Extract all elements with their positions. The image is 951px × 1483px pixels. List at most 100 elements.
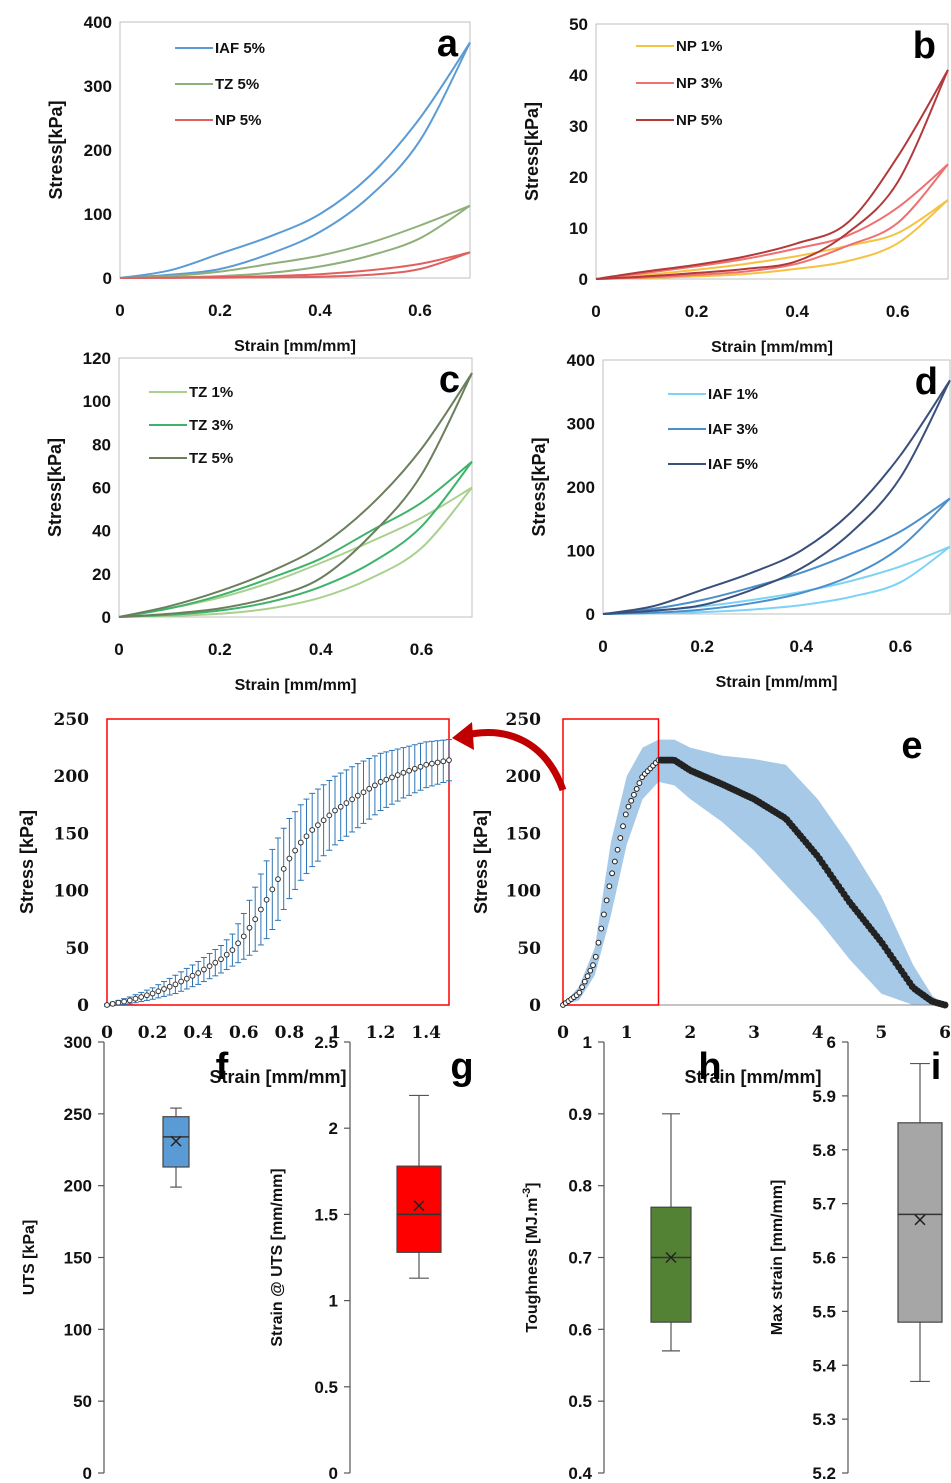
- series-loading-curve: [119, 204, 471, 279]
- x-tick-label: 0.4: [309, 640, 333, 659]
- data-point: [400, 769, 407, 776]
- data-point: [625, 803, 632, 810]
- series-unloading-curve: [119, 204, 471, 279]
- data-point: [617, 835, 624, 841]
- x-tick-label: 0.6: [229, 1023, 259, 1043]
- x-tick-label: 0.4: [183, 1023, 213, 1043]
- plot-frame: [602, 359, 951, 615]
- legend-label: IAF 5%: [708, 456, 758, 473]
- x-tick-label: 0.6: [408, 301, 432, 320]
- series-loading-curve: [119, 41, 471, 279]
- data-point: [326, 812, 333, 819]
- series-unloading-curve: [595, 163, 949, 280]
- y-tick-label: 1: [583, 1033, 592, 1052]
- series-unloading-curve: [118, 460, 473, 618]
- series-unloading-curve: [119, 251, 471, 279]
- panel-i: 5.2 5.3 5.4 5.5 5.6 5.7 5.8 5.9 6 Max strain [mm/…: [769, 1033, 943, 1483]
- data-point: [166, 983, 173, 990]
- x-tick-label: 0.6: [410, 640, 434, 659]
- legend-label: NP 1%: [676, 38, 722, 55]
- y-tick-label: 250: [54, 710, 90, 730]
- y-tick-label: 0.5: [314, 1378, 338, 1397]
- x-tick-label: 2: [684, 1023, 696, 1043]
- y-tick-label: 6: [827, 1033, 836, 1052]
- data-point: [292, 847, 299, 854]
- y-tick-label: 20: [569, 168, 588, 187]
- x-tick-label: 0: [101, 1023, 113, 1043]
- series-loading-curve: [595, 163, 949, 280]
- data-point: [109, 1000, 116, 1007]
- x-tick-label: 1: [329, 1023, 341, 1043]
- y-tick-label: 5.7: [812, 1195, 836, 1214]
- data-point: [212, 959, 219, 966]
- series-loading-curve: [118, 486, 473, 618]
- mean-marker: [413, 1200, 425, 1212]
- data-point: [360, 789, 367, 796]
- series-unloading-curve: [602, 497, 951, 615]
- y-tick-label: 150: [506, 824, 542, 844]
- x-axis-label: Strain [mm/mm]: [235, 677, 357, 694]
- series-loading-curve: [595, 69, 949, 280]
- data-point: [252, 916, 259, 923]
- legend-label: NP 5%: [215, 112, 261, 129]
- data-point: [606, 883, 613, 890]
- data-point: [280, 865, 287, 872]
- panel-label: d: [915, 361, 938, 403]
- data-point: [332, 807, 338, 814]
- data-point: [297, 839, 304, 846]
- data-point: [206, 963, 213, 970]
- data-point: [603, 897, 610, 904]
- data-point: [286, 855, 293, 862]
- y-tick-label: 200: [64, 1177, 92, 1196]
- y-tick-label: 0: [83, 1464, 92, 1483]
- x-tick-label: 0.8: [275, 1023, 305, 1043]
- data-point: [201, 966, 207, 973]
- data-point: [389, 774, 395, 781]
- data-point: [631, 791, 637, 798]
- x-tick-label: 5: [875, 1023, 887, 1043]
- data-point: [611, 858, 618, 865]
- data-point: [584, 973, 591, 980]
- panel-label: g: [450, 1046, 473, 1088]
- y-tick-label: 5.8: [812, 1141, 836, 1160]
- data-point: [354, 792, 361, 799]
- data-point: [235, 940, 242, 947]
- data-point: [303, 833, 310, 840]
- y-tick-label: 40: [569, 66, 588, 85]
- data-point: [155, 988, 162, 995]
- x-tick-label: 0.2: [685, 302, 709, 321]
- data-point: [172, 981, 179, 988]
- y-tick-label: 1.5: [314, 1205, 338, 1224]
- y-axis-label-end: ]: [524, 1183, 541, 1188]
- y-tick-label: 100: [506, 882, 542, 902]
- data-point: [240, 933, 247, 940]
- y-tick-label: 0: [102, 608, 111, 627]
- y-tick-label: 250: [64, 1105, 92, 1124]
- iqr-box: [897, 1122, 943, 1323]
- series-loading-curve: [595, 199, 949, 280]
- x-tick-label: 0: [115, 301, 124, 320]
- y-tick-label: 2: [329, 1119, 338, 1138]
- panel-label: b: [913, 25, 936, 67]
- data-point: [440, 758, 447, 765]
- y-tick-label: 100: [54, 882, 90, 902]
- y-tick-label: 200: [506, 767, 542, 787]
- y-tick-label: 400: [567, 351, 595, 370]
- legend-label: TZ 3%: [189, 417, 233, 434]
- data-point: [941, 1001, 949, 1009]
- data-point: [309, 827, 316, 833]
- y-tick-label: 300: [64, 1033, 92, 1052]
- y-axis-label: Stress [kPa]: [17, 810, 37, 914]
- y-tick-label: 60: [92, 479, 111, 498]
- y-tick-label: 0.5: [568, 1392, 592, 1411]
- legend-label: IAF 1%: [708, 386, 758, 403]
- y-tick-label: 50: [569, 15, 588, 34]
- y-axis-label: Stress[kPa]: [45, 438, 65, 537]
- panel-g: 0 0.5 1 1.5 2 2.5 Strain @ UTS [mm/mm] g: [269, 1033, 474, 1483]
- y-tick-label: 2.5: [314, 1033, 338, 1052]
- y-tick-label: 0: [586, 605, 595, 624]
- data-point: [628, 797, 635, 804]
- data-point: [372, 782, 378, 789]
- panel-c: 0 20 40 60 80 100 120 0 0.2 0.4 0.6 Strain [mm/mm] S…: [45, 349, 473, 694]
